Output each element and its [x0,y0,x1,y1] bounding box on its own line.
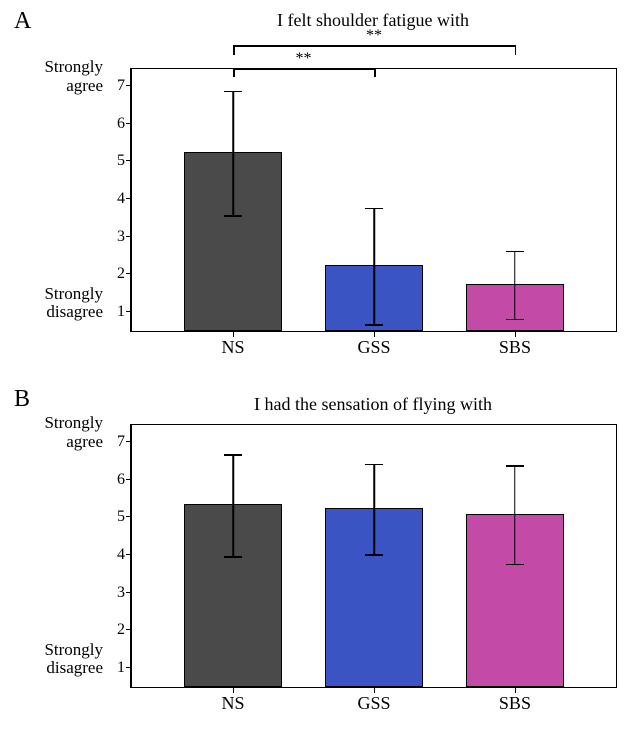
x-tick-label: NS [222,687,245,714]
errorbar [514,251,516,319]
errorbar [232,454,234,556]
y-tick-label: 4 [117,190,131,208]
y-tick-mark [126,554,131,555]
x-tick-label: NS [222,331,245,358]
panel-b-title: I had the sensation of flying with [130,394,616,415]
errorbar [232,91,234,215]
errorbar-cap [224,454,242,456]
y-tick-mark [126,629,131,630]
errorbar-cap [365,324,383,326]
significance-bracket-drop [374,68,376,77]
errorbar-cap [365,554,383,556]
significance-label: ** [366,27,382,45]
panel-b-plot: 1234567StronglyagreeStronglydisagreeNSGS… [130,424,616,688]
y-tick-label: 6 [117,115,131,133]
side-label-bottom: Stronglydisagree [44,641,131,678]
significance-bracket [233,45,515,47]
y-tick-label: 4 [117,546,131,564]
errorbar-cap [506,319,524,321]
panel-b-label: B [14,386,30,413]
x-tick-label: SBS [499,687,531,714]
errorbar-cap [224,556,242,558]
significance-bracket-drop [233,68,235,77]
y-tick-mark [126,479,131,480]
errorbar-cap [224,215,242,217]
y-tick-label: 3 [117,228,131,246]
errorbar-cap [506,251,524,253]
y-tick-label: 6 [117,471,131,489]
significance-label: ** [296,50,312,68]
y-tick-mark [126,198,131,199]
x-tick-label: SBS [499,331,531,358]
errorbar-cap [224,91,242,93]
y-tick-label: 3 [117,584,131,602]
y-tick-label: 5 [117,508,131,526]
y-tick-mark [126,273,131,274]
side-label-top: Stronglyagree [44,58,131,95]
panel-a-plot: 1234567StronglyagreeStronglydisagreeNSGS… [130,68,616,332]
errorbar-cap [506,564,524,566]
x-tick-label: GSS [357,331,390,358]
errorbar [514,465,516,563]
errorbar-cap [365,464,383,466]
errorbar-cap [506,465,524,467]
side-label-bottom: Stronglydisagree [44,285,131,322]
errorbar [373,208,375,325]
errorbar-cap [365,208,383,210]
y-tick-label: 2 [117,265,131,283]
side-label-top: Stronglyagree [44,414,131,451]
significance-bracket [233,68,374,70]
y-tick-label: 5 [117,152,131,170]
y-tick-mark [126,236,131,237]
y-tick-label: 2 [117,621,131,639]
x-tick-label: GSS [357,687,390,714]
y-tick-mark [126,592,131,593]
errorbar [373,464,375,555]
y-tick-mark [126,160,131,161]
significance-bracket-drop [515,45,517,54]
panel-a-label: A [14,8,31,35]
y-tick-mark [126,516,131,517]
significance-bracket-drop [233,45,235,54]
y-tick-mark [126,123,131,124]
